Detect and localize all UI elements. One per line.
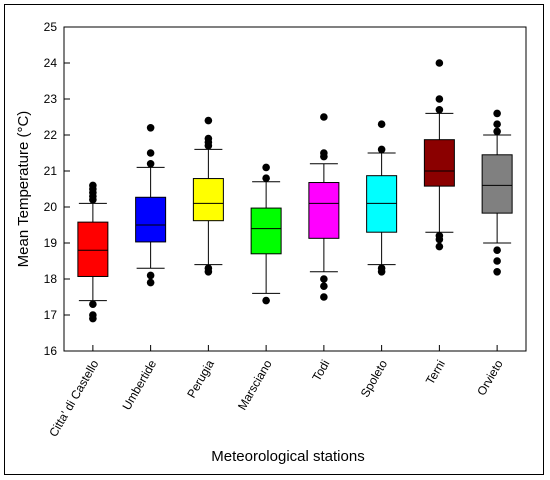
box-umbertide <box>135 124 167 287</box>
x-tick-label: Umbertide <box>119 357 159 412</box>
outlier-point <box>320 149 328 157</box>
outlier-point <box>377 120 386 128</box>
outlier-point <box>493 246 501 254</box>
y-axis-label: Mean Temperature (°C) <box>15 111 32 268</box>
outlier-point <box>204 116 213 125</box>
figure-frame <box>4 4 544 475</box>
outlier-point <box>435 95 444 103</box>
iqr-box <box>308 182 340 239</box>
box-orvieto <box>481 109 513 276</box>
outlier-point <box>146 160 155 168</box>
box-marsciano <box>250 163 282 305</box>
y-tick-label: 25 <box>44 20 58 34</box>
box-plot-series <box>77 59 513 323</box>
outlier-point <box>493 257 501 265</box>
outlier-point <box>89 311 97 319</box>
y-axis-ticks: 16 17 18 19 20 21 22 23 24 25 <box>44 20 70 358</box>
outlier-point <box>262 296 270 305</box>
iqr-box <box>481 154 513 214</box>
box-citta-di-castello <box>77 181 109 323</box>
iqr-box <box>366 175 398 233</box>
outlier-point <box>262 174 270 182</box>
y-tick-label: 19 <box>44 236 58 250</box>
outlier-point <box>262 163 270 172</box>
y-tick-label: 23 <box>44 92 58 106</box>
outlier-point <box>435 106 444 114</box>
iqr-box <box>423 139 455 187</box>
outlier-point <box>493 109 501 118</box>
outlier-point <box>435 59 444 67</box>
box-perugia <box>192 116 224 276</box>
outlier-point <box>320 113 328 121</box>
box-spoleto <box>366 120 398 276</box>
y-tick-label: 22 <box>44 128 58 142</box>
iqr-box <box>135 196 167 243</box>
outlier-point <box>204 134 213 143</box>
y-tick-label: 20 <box>44 200 58 214</box>
iqr-box <box>77 221 109 277</box>
plot-area <box>63 26 527 352</box>
outlier-point <box>89 300 97 309</box>
y-tick-label: 24 <box>44 56 58 70</box>
outlier-point <box>377 264 386 273</box>
outlier-point <box>146 149 155 157</box>
outlier-point <box>320 275 328 283</box>
outlier-point <box>146 278 155 287</box>
outlier-point <box>493 268 501 276</box>
outlier-point <box>320 293 328 301</box>
y-tick-label: 18 <box>44 272 58 286</box>
x-axis-label: Meteorological stations <box>211 448 364 465</box>
outlier-point <box>320 282 328 291</box>
box-todi <box>308 113 340 301</box>
outlier-point <box>146 124 155 132</box>
box-terni <box>423 59 455 251</box>
y-tick-label: 17 <box>44 308 58 322</box>
outlier-point <box>204 264 213 273</box>
iqr-box <box>250 207 282 255</box>
x-tick-label: Perugia <box>184 357 217 400</box>
outlier-point <box>377 145 386 154</box>
iqr-box <box>192 178 224 222</box>
x-tick-label: Citta' di Castello <box>46 357 101 439</box>
y-tick-label: 16 <box>44 344 58 358</box>
outlier-point <box>435 232 444 240</box>
x-tick-label: Todi <box>309 358 332 384</box>
x-tick-label: Spoleto <box>358 357 391 400</box>
outlier-point <box>493 127 501 136</box>
outlier-point <box>146 271 155 280</box>
x-axis-ticks: Citta' di Castello Umbertide Perugia Marsci… <box>46 345 506 439</box>
x-tick-label: Terni <box>423 358 448 388</box>
outlier-point <box>435 242 444 251</box>
y-tick-label: 21 <box>44 164 58 178</box>
outlier-point <box>493 120 501 128</box>
x-tick-label: Orvieto <box>474 357 506 398</box>
outlier-point <box>89 181 97 190</box>
x-tick-label: Marsciano <box>235 357 275 412</box>
